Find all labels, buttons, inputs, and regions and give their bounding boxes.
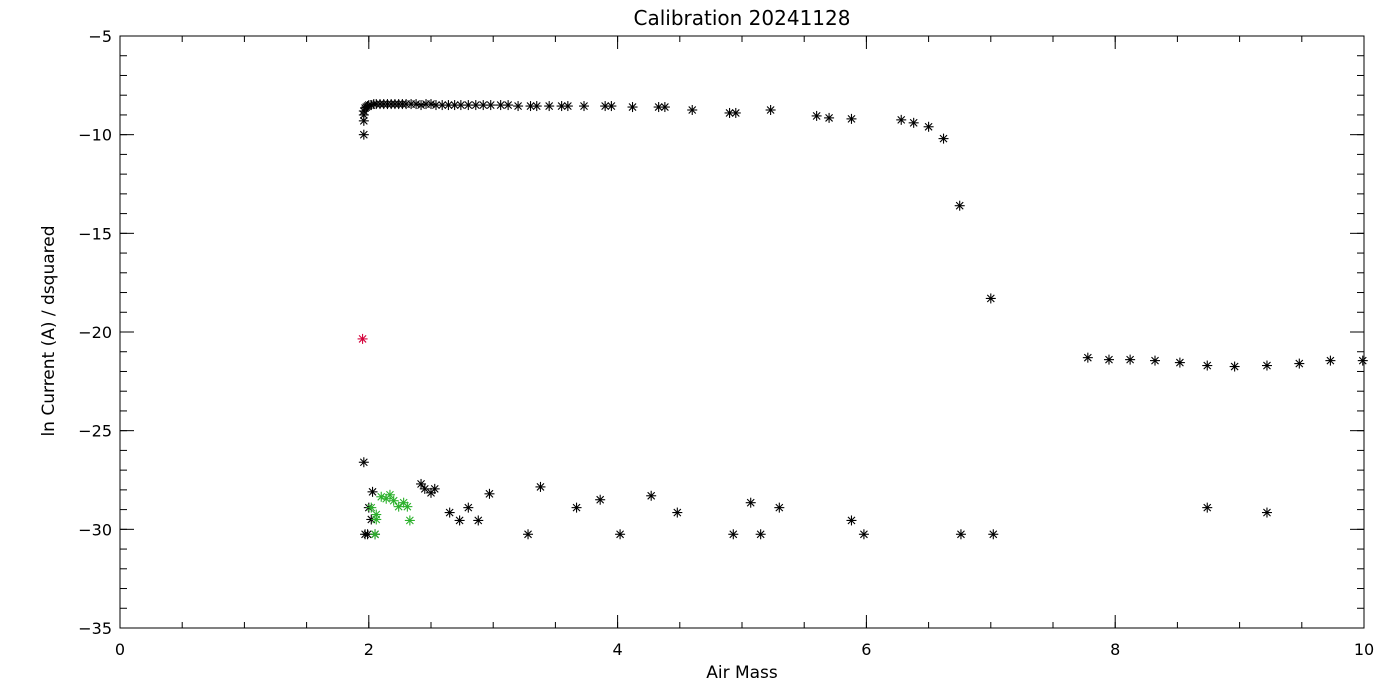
y-tick-label: −5: [88, 27, 112, 46]
data-point: [600, 101, 611, 112]
data-point: [908, 117, 919, 128]
data-point: [1261, 360, 1272, 371]
x-tick-label: 8: [1110, 640, 1120, 659]
data-point: [370, 529, 381, 540]
data-point: [646, 490, 657, 501]
y-tick-label: −10: [78, 126, 112, 145]
data-point: [531, 101, 542, 112]
data-point: [478, 100, 489, 111]
data-point: [454, 515, 465, 526]
data-point: [595, 494, 606, 505]
data-point: [562, 101, 573, 112]
data-point: [544, 101, 555, 112]
data-point: [846, 515, 857, 526]
y-axis-title: ln Current (A) / dsquared: [39, 225, 59, 436]
data-point: [1082, 352, 1093, 363]
data-point: [358, 129, 369, 140]
data-point: [388, 495, 399, 506]
data-point: [495, 100, 506, 111]
data-point: [896, 114, 907, 125]
data-point: [824, 112, 835, 123]
data-point: [687, 105, 698, 115]
data-point: [1174, 357, 1185, 368]
data-point: [473, 515, 484, 526]
axis-ticks: 0 2 4 6 8 10 −35 −30 −25 −20 −15 −10 −5: [78, 27, 1374, 659]
data-point: [1325, 355, 1336, 366]
data-point: [745, 497, 756, 508]
data-point: [357, 333, 368, 344]
data-point: [606, 101, 617, 112]
data-point: [523, 529, 534, 540]
data-point: [615, 529, 626, 540]
data-point: [954, 200, 965, 211]
chart-title: Calibration 20241128: [634, 6, 851, 30]
y-tick-label: −30: [78, 520, 112, 539]
x-tick-label: 2: [364, 640, 374, 659]
data-point: [402, 501, 413, 512]
data-point: [358, 115, 369, 126]
data-point: [755, 529, 766, 540]
data-point: [659, 102, 670, 113]
data-point: [367, 486, 378, 497]
data-point: [358, 457, 369, 468]
data-point: [437, 100, 448, 111]
x-tick-label: 6: [861, 640, 871, 659]
data-point: [1202, 502, 1213, 513]
x-axis-title: Air Mass: [706, 663, 778, 683]
data-point: [1125, 354, 1136, 365]
data-point: [774, 502, 785, 513]
x-tick-label: 0: [115, 640, 125, 659]
x-tick-label: 4: [613, 640, 623, 659]
data-point: [1357, 355, 1368, 366]
y-tick-label: −35: [78, 619, 112, 638]
data-point: [535, 481, 546, 492]
data-point: [579, 101, 590, 112]
data-point: [923, 121, 934, 132]
data-point: [672, 507, 683, 518]
data-point: [811, 110, 822, 121]
data-point: [371, 509, 382, 520]
data-point: [429, 483, 440, 494]
data-point: [571, 502, 582, 513]
data-point: [988, 529, 999, 540]
data-point: [627, 102, 638, 113]
y-tick-label: −25: [78, 422, 112, 441]
data-point: [485, 100, 496, 111]
data-points: [357, 99, 1368, 540]
x-tick-label: 10: [1354, 640, 1374, 659]
data-point: [1150, 355, 1161, 366]
y-tick-label: −15: [78, 224, 112, 243]
data-point: [858, 529, 869, 540]
data-point: [1229, 361, 1240, 372]
data-point: [1294, 358, 1305, 369]
data-point: [443, 100, 454, 111]
data-point: [938, 133, 949, 144]
data-point: [463, 502, 474, 513]
y-tick-label: −20: [78, 323, 112, 342]
data-point: [513, 101, 524, 112]
data-point: [384, 489, 395, 500]
data-point: [730, 107, 741, 118]
data-point: [985, 293, 996, 304]
data-point: [955, 529, 966, 540]
data-point: [728, 529, 739, 540]
data-point: [846, 113, 857, 124]
data-point: [430, 100, 441, 111]
data-point: [1261, 507, 1272, 518]
data-point: [404, 515, 415, 526]
data-point: [449, 100, 460, 111]
data-point: [556, 101, 567, 112]
data-point: [1202, 360, 1213, 371]
data-point: [765, 105, 776, 115]
data-point: [393, 501, 404, 512]
data-point: [503, 100, 514, 111]
data-point: [484, 488, 495, 499]
plot-frame: [119, 35, 1365, 629]
data-point: [444, 507, 455, 518]
data-point: [366, 502, 377, 513]
data-point: [419, 483, 430, 494]
data-point: [1103, 354, 1114, 365]
